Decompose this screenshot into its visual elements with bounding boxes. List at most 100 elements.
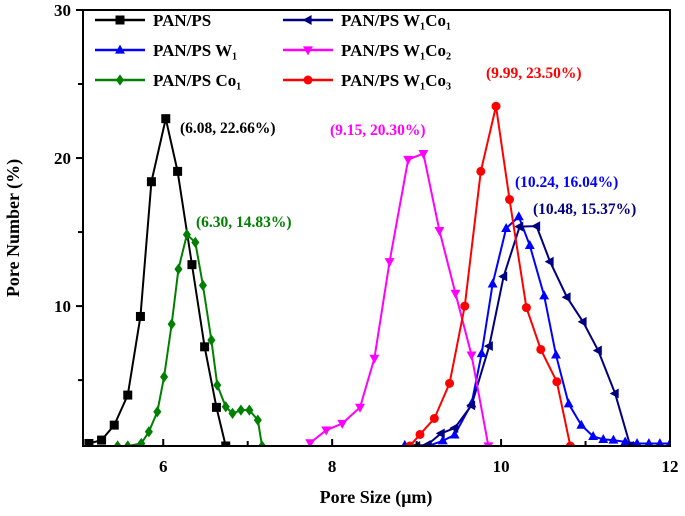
series-5: [405, 101, 575, 446]
data-point: [211, 402, 221, 412]
legend-label: PAN/PS W₁: [153, 41, 237, 60]
data-point: [592, 345, 602, 356]
data-point: [160, 371, 169, 383]
data-point: [109, 420, 119, 430]
data-point: [445, 378, 455, 388]
data-point: [437, 435, 448, 445]
data-point: [153, 406, 162, 418]
data-point: [305, 439, 316, 446]
data-point: [487, 278, 498, 288]
series-line: [416, 225, 632, 446]
data-point: [228, 407, 237, 420]
data-point: [476, 166, 486, 176]
legend-label: PAN/PS: [153, 11, 211, 30]
y-tick-label: 10: [54, 297, 71, 316]
legend-label: PAN/PS Co₁: [153, 71, 241, 90]
peak-annotation: (10.24, 16.04%): [515, 174, 618, 191]
data-point: [655, 438, 665, 446]
data-point: [563, 398, 574, 408]
data-point: [258, 440, 267, 446]
x-axis-label: Pore Size (μm): [320, 487, 433, 508]
x-tick-label: 10: [493, 457, 510, 476]
series-line: [409, 106, 572, 446]
data-point: [187, 260, 197, 270]
data-point: [536, 344, 546, 354]
legend-item: PAN/PS W₁Co₂: [283, 41, 451, 60]
x-tick-label: 12: [662, 457, 679, 476]
data-point: [514, 221, 524, 232]
data-point: [505, 195, 515, 205]
data-point: [521, 303, 531, 313]
data-point: [450, 289, 461, 299]
data-point: [207, 334, 216, 346]
data-point: [552, 377, 562, 387]
legend-label: PAN/PS W₁Co₂: [341, 41, 451, 60]
series-line: [88, 118, 227, 446]
data-point: [384, 258, 395, 268]
data-point: [403, 155, 414, 165]
data-point: [513, 211, 524, 221]
legend-item: PAN/PS Co₁: [95, 71, 241, 90]
data-point: [476, 348, 487, 358]
data-point: [405, 441, 415, 446]
data-point: [167, 318, 176, 330]
legend-item: PAN/PS: [95, 11, 211, 30]
y-tick-label: 20: [54, 149, 71, 168]
data-point: [321, 426, 332, 436]
data-point: [598, 433, 609, 443]
legend: PAN/PS PAN/PS W₁ PAN/PS Co₁ PAN/PS W₁Co₁ PAN…: [95, 11, 451, 90]
data-point: [449, 429, 460, 439]
data-point: [221, 401, 230, 413]
legend-label: PAN/PS W₁Co₁: [341, 11, 451, 30]
peak-annotation: (9.15, 20.30%): [330, 122, 426, 139]
series-3: [411, 221, 634, 446]
data-point: [97, 435, 107, 445]
legend-label: PAN/PS W₁Co₃: [341, 71, 451, 90]
data-point: [84, 438, 94, 446]
data-point: [632, 438, 642, 446]
data-point: [531, 221, 541, 232]
y-axis-label: Pore Number (%): [3, 159, 24, 297]
data-point: [483, 341, 493, 352]
data-point: [337, 419, 348, 429]
data-point: [146, 177, 156, 187]
peak-annotation: (6.08, 22.66%): [180, 120, 276, 137]
data-point: [421, 440, 431, 446]
data-point: [577, 316, 587, 327]
data-point: [113, 440, 122, 446]
data-point: [245, 404, 254, 416]
data-point: [434, 226, 445, 236]
data-point: [435, 428, 445, 439]
data-point: [466, 400, 476, 411]
x-tick-label: 8: [328, 457, 337, 476]
data-point: [449, 423, 459, 434]
data-point: [418, 150, 429, 160]
series-1: [401, 211, 670, 446]
series-0: [84, 114, 231, 446]
data-point: [460, 301, 470, 311]
data-point: [182, 228, 191, 241]
y-tick-label: 30: [54, 1, 71, 20]
data-point: [491, 101, 501, 111]
data-point: [137, 437, 146, 446]
data-point: [576, 419, 587, 429]
data-point: [551, 349, 561, 359]
data-point: [429, 413, 439, 423]
data-point: [609, 388, 619, 399]
peak-annotation: (6.30, 14.83%): [196, 214, 292, 231]
data-point: [624, 441, 634, 446]
data-point: [524, 239, 535, 249]
data-point: [561, 292, 571, 303]
peak-annotation: (9.99, 23.50%): [486, 65, 582, 82]
legend-item: PAN/PS W₁: [95, 41, 237, 60]
data-point: [123, 390, 133, 400]
series-layer: [84, 101, 670, 446]
series-2: [113, 228, 267, 446]
data-point: [588, 430, 599, 440]
data-point: [620, 436, 631, 446]
data-point: [539, 290, 550, 300]
data-point: [200, 342, 210, 352]
data-point: [161, 114, 171, 124]
peak-annotation: (10.48, 15.37%): [533, 201, 636, 218]
series-line: [309, 152, 490, 446]
